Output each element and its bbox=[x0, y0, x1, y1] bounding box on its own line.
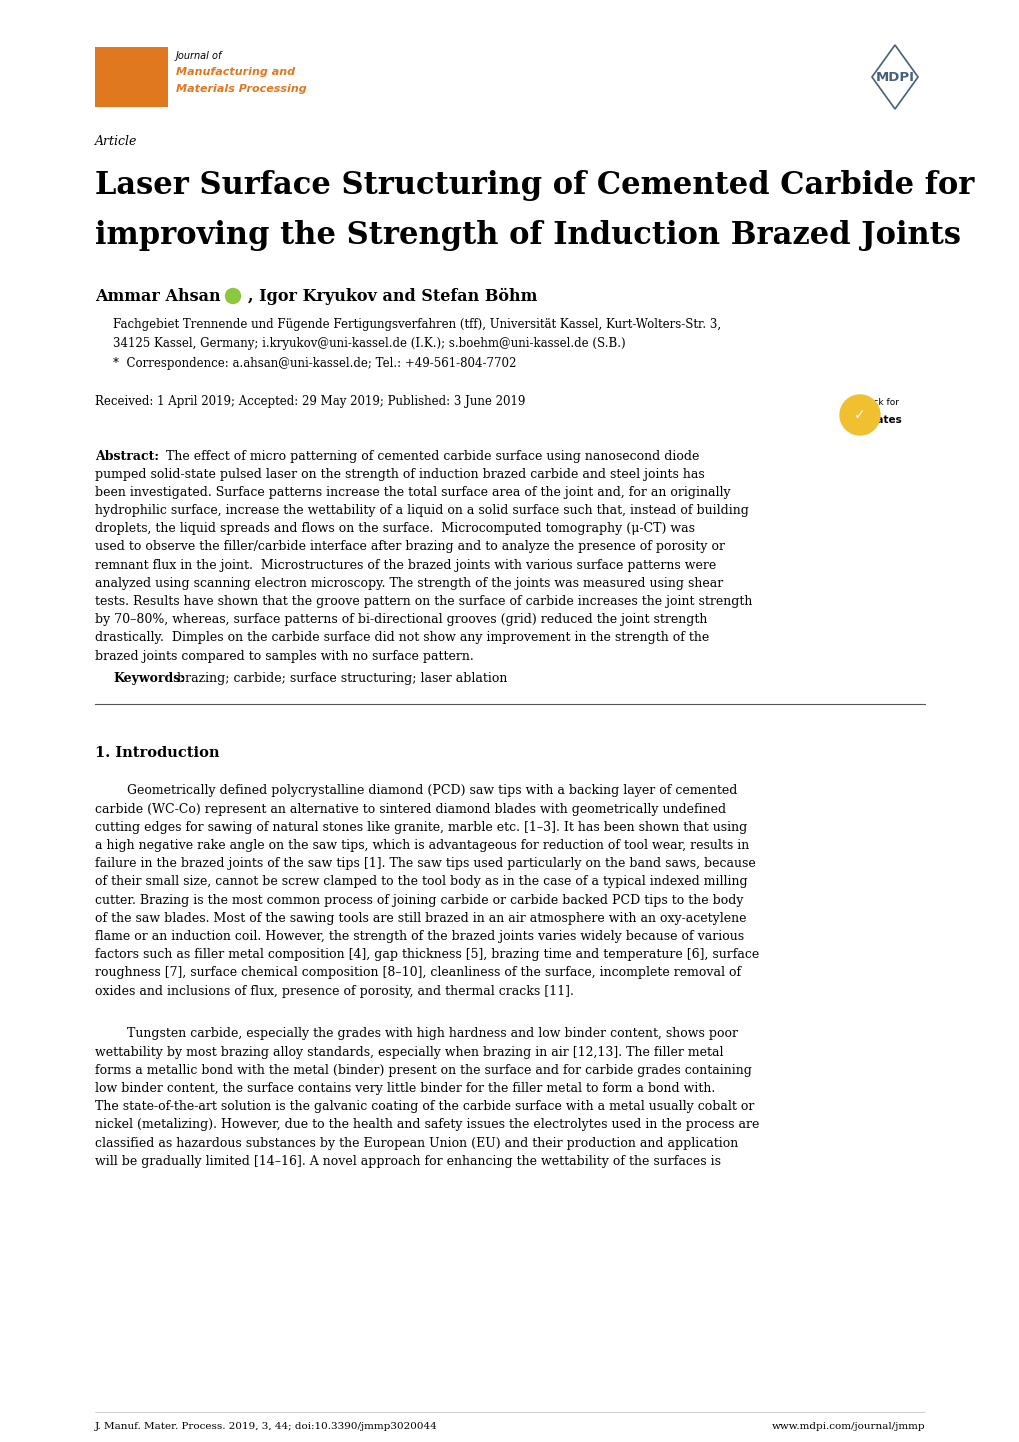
Text: pumped solid-state pulsed laser on the strength of induction brazed carbide and : pumped solid-state pulsed laser on the s… bbox=[95, 467, 752, 662]
Text: Ammar Ahsan *: Ammar Ahsan * bbox=[95, 288, 234, 306]
Text: Geometrically defined polycrystalline diamond (PCD) saw tips with a backing laye: Geometrically defined polycrystalline di… bbox=[95, 784, 758, 998]
FancyBboxPatch shape bbox=[95, 48, 168, 107]
Text: ✓: ✓ bbox=[853, 408, 865, 423]
Text: *  Correspondence: a.ahsan@uni-kassel.de; Tel.: +49-561-804-7702: * Correspondence: a.ahsan@uni-kassel.de;… bbox=[113, 358, 516, 371]
Text: Laser Surface Structuring of Cemented Carbide for: Laser Surface Structuring of Cemented Ca… bbox=[95, 170, 973, 200]
Text: Article: Article bbox=[95, 136, 138, 149]
Text: check for: check for bbox=[856, 398, 898, 407]
Text: Journal of: Journal of bbox=[176, 50, 222, 61]
Text: Keywords:: Keywords: bbox=[113, 672, 184, 685]
Text: Tungsten carbide, especially the grades with high hardness and low binder conten: Tungsten carbide, especially the grades … bbox=[95, 1028, 758, 1168]
Text: Materials Processing: Materials Processing bbox=[176, 84, 307, 94]
Text: Received: 1 April 2019; Accepted: 29 May 2019; Published: 3 June 2019: Received: 1 April 2019; Accepted: 29 May… bbox=[95, 395, 525, 408]
Text: brazing; carbide; surface structuring; laser ablation: brazing; carbide; surface structuring; l… bbox=[173, 672, 506, 685]
Text: Manufacturing and: Manufacturing and bbox=[176, 66, 294, 76]
Text: Abstract:: Abstract: bbox=[95, 450, 159, 463]
Text: updates: updates bbox=[853, 415, 901, 425]
Text: The effect of micro patterning of cemented carbide surface using nanosecond diod: The effect of micro patterning of cement… bbox=[158, 450, 699, 463]
Text: J. Manuf. Mater. Process. 2019, 3, 44; doi:10.3390/jmmp3020044: J. Manuf. Mater. Process. 2019, 3, 44; d… bbox=[95, 1422, 437, 1430]
Circle shape bbox=[225, 288, 240, 303]
Text: improving the Strength of Induction Brazed Joints: improving the Strength of Induction Braz… bbox=[95, 221, 960, 251]
Text: MDPI: MDPI bbox=[874, 71, 914, 84]
Circle shape bbox=[840, 395, 879, 435]
Text: 34125 Kassel, Germany; i.kryukov@uni-kassel.de (I.K.); s.boehm@uni-kassel.de (S.: 34125 Kassel, Germany; i.kryukov@uni-kas… bbox=[113, 337, 625, 350]
Text: Fachgebiet Trennende und Fügende Fertigungsverfahren (tff), Universität Kassel, : Fachgebiet Trennende und Fügende Fertigu… bbox=[113, 319, 720, 332]
Text: 1. Introduction: 1. Introduction bbox=[95, 747, 219, 760]
Text: www.mdpi.com/journal/jmmp: www.mdpi.com/journal/jmmp bbox=[770, 1422, 924, 1430]
Text: , Igor Kryukov and Stefan Böhm: , Igor Kryukov and Stefan Böhm bbox=[248, 288, 537, 306]
